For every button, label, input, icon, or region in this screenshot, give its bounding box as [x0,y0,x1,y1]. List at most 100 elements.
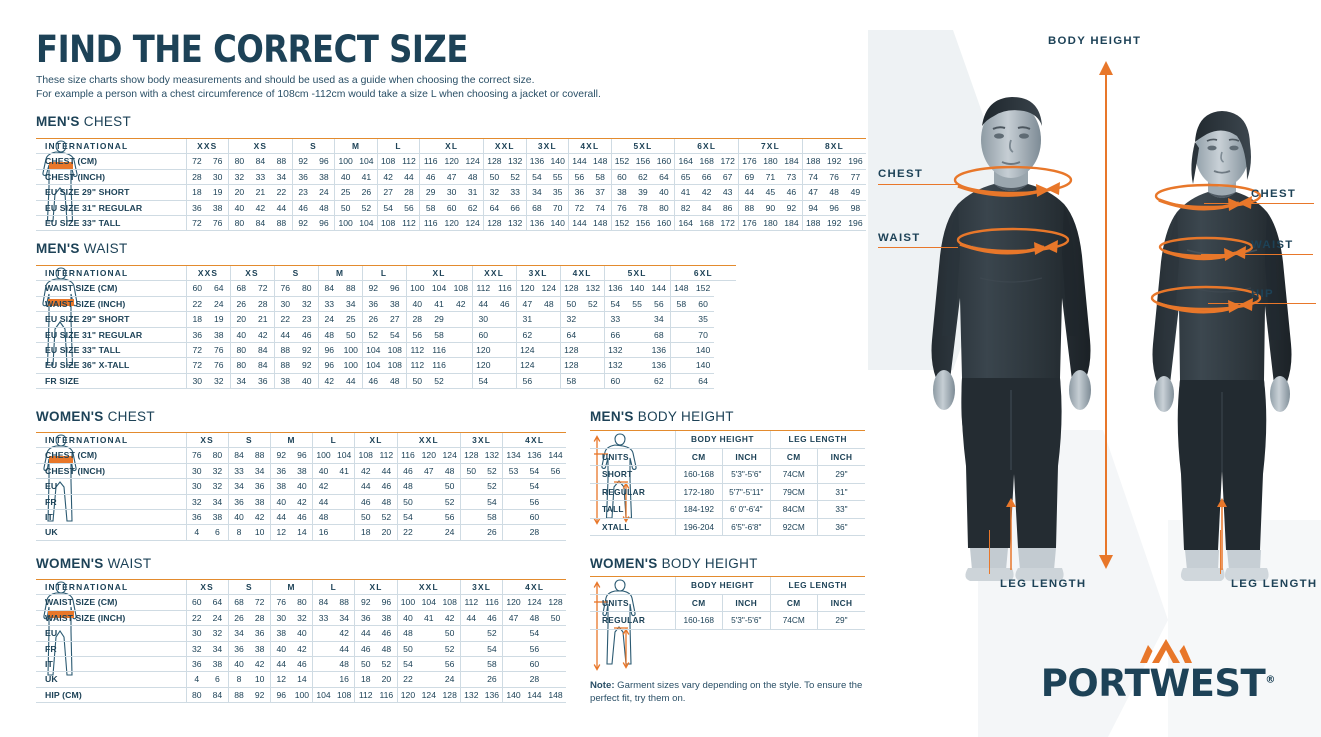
table-cell: 76 [208,342,231,359]
table-row: SHORT 160-168 5'3"-5'6" 74CM 29" [590,465,866,484]
table-cell: 100 [340,357,363,374]
table-cell: 28 [523,671,545,688]
units-header-row: UNITS CM INCH CM INCH [590,448,866,466]
table-cell: 60 [185,280,208,297]
table-cell: 48 [823,184,845,201]
size-column-header: XL [354,431,398,449]
table-cell: 196 [844,215,867,232]
table-cell: 32 [185,641,208,658]
table-cell: 64 [653,169,675,186]
table-cell: 60 [441,200,463,217]
table-cell [502,478,524,495]
table-cell: 128 [559,280,583,297]
size-column-header: S [227,431,271,449]
row-label: CHEST (CM) [36,153,186,170]
footnote-bold: Note: [590,680,615,691]
table-cell: 78 [632,200,654,217]
registered-mark: ® [1265,674,1276,686]
table-cell: 80 [296,280,319,297]
table-cell: 136 [525,153,548,170]
table-row: FR 32 34 36 38 40 42 44 46 48 50 52 54 56 [36,494,567,511]
table-cell: 62 [632,169,654,186]
table-cell: 74 [801,169,824,186]
table-row: EU 30 32 34 36 38 40 42 44 46 48 50 52 54 [36,625,567,642]
table-cell: 184 [781,215,803,232]
table-cell [450,357,473,374]
table-cell: 94 [801,200,824,217]
table-cell: 35 [547,184,569,201]
table-cell: 5'3"-5'6" [722,611,771,630]
section-title-mens-waist: MEN'S WAIST [36,241,128,256]
table-cell: 30 [185,478,208,495]
table-cell: 98 [844,200,867,217]
table-cell: 112 [354,687,377,704]
table-cell [582,342,605,359]
table-cell: 120 [441,215,463,232]
table-cell: 136 [525,215,548,232]
table-cell: 184-192 [674,500,723,519]
table-cell: 26 [361,311,385,328]
table-cell: 54 [481,494,503,511]
table-cell: 52 [361,327,385,344]
table-cell: 33 [317,296,341,313]
table-cell: 52 [376,656,398,673]
table-cell: 67 [717,169,739,186]
table-cell: 41 [418,610,440,627]
table-cell: 42 [450,296,473,313]
table-cell: 52 [439,641,461,658]
unit-column-header: INCH [817,594,866,612]
table-cell: 46 [781,184,803,201]
table-cell: 32 [483,184,505,201]
table-womens-body-height: BODY HEIGHT LEG LENGTH UNITS CM INCH CM INCH RE… [590,576,866,630]
section-title-bold: MEN'S [36,241,80,256]
label-female-chest: CHEST [1251,188,1297,200]
label-female-hip: HIP [1251,288,1274,300]
table-cell: 42 [291,641,313,658]
table-cell: 48 [376,494,398,511]
table-cell: 46 [354,494,377,511]
table-cell: 5'7"-5'11" [722,483,771,501]
table-cell: 120 [515,280,539,297]
table-cell: 56 [523,641,545,658]
table-cell: 124 [418,687,440,704]
table-cell [538,327,561,344]
table-cell [502,641,524,658]
table-cell: 72 [249,594,271,611]
table-cell: 42 [376,169,399,186]
table-cell: 25 [340,311,363,328]
table-row: EU 30 32 34 36 38 40 42 44 46 48 50 52 54 [36,478,567,495]
table-cell: 60 [523,656,545,673]
table-cell: 47 [801,184,824,201]
table-cell: 128 [559,357,583,374]
table-cell: 104 [356,153,378,170]
table-row: EU SIZE 36" X-TALL 72 76 80 84 88 92 96 100 104 10… [36,357,736,374]
table-cell: 65 [674,169,697,186]
table-row: WAIST SIZE (INCH) 22 24 26 28 30 32 33 34 36 38 40 4… [36,610,567,627]
table-cell: 24 [208,296,231,313]
table-cell: 54 [525,169,548,186]
table-cell: 60 [692,296,715,313]
table-cell: 54 [376,200,399,217]
table-cell: 69 [738,169,760,186]
female-chest-measure-ring [1154,183,1262,211]
table-cell [450,373,473,390]
table-cell: 92 [354,594,377,611]
table-cell: 104 [428,280,451,297]
table-cell: 18 [185,311,208,328]
table-cell: 33" [817,500,866,519]
table-cell: 132 [504,153,527,170]
table-cell: 38 [207,656,229,673]
table-cell: 140 [692,342,715,359]
table-cell: 76 [610,200,633,217]
table-cell: 73 [781,169,803,186]
male-waist-measure-ring [956,227,1070,255]
size-column-header: L [361,264,407,282]
table-cell: 55 [547,169,569,186]
table-cell: 80 [229,357,253,374]
table-cell: 112 [376,447,398,464]
table-cell: 56 [648,296,671,313]
table-cell: 56 [405,327,429,344]
table-cell: 19 [208,311,231,328]
size-column-header: 3XL [525,137,569,155]
row-label: TALL [590,500,675,519]
